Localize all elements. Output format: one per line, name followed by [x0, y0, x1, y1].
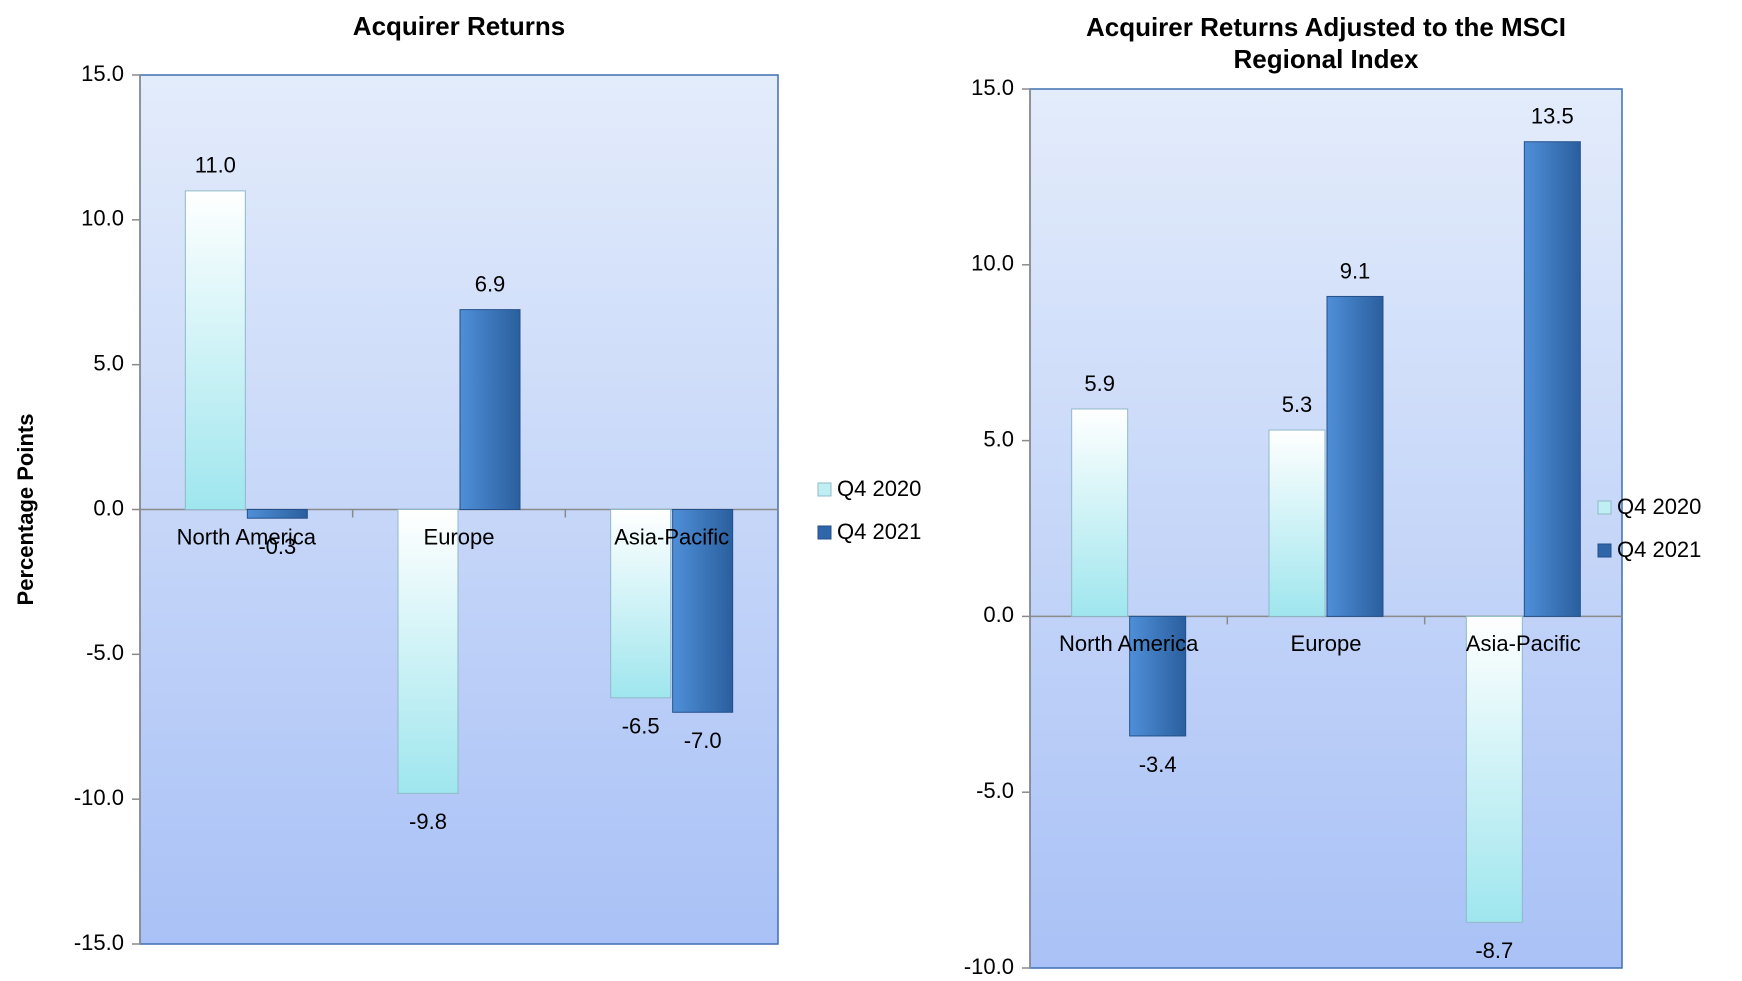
plot-area [1029, 88, 1623, 969]
chart-title: Acquirer Returns Adjusted to the MSCI [1086, 12, 1566, 42]
y-tick-label: -5.0 [976, 778, 1014, 803]
bar-q4-2020-north-america [1071, 408, 1129, 617]
legend-label: Q4 2020 [1617, 494, 1701, 519]
legend-label: Q4 2021 [837, 519, 921, 544]
bar-q4-2020-asia-pacific [1465, 615, 1523, 923]
bar-q4-2021-europe [1326, 295, 1384, 617]
y-tick-label: 5.0 [93, 350, 124, 375]
data-label: 11.0 [195, 153, 236, 178]
y-tick-label: 5.0 [983, 426, 1014, 451]
y-tick-label: 10.0 [81, 206, 124, 231]
bar-q4-2020-europe [397, 509, 459, 794]
legend-swatch [1597, 500, 1612, 515]
x-tick-label: North America [177, 524, 317, 549]
x-tick-label: Asia-Pacific [1466, 631, 1581, 656]
data-label: 5.9 [1084, 371, 1115, 396]
x-tick-label: Europe [424, 524, 495, 549]
data-label: -0.3 [258, 534, 296, 559]
y-tick-label: 15.0 [81, 61, 124, 86]
data-label: 6.9 [475, 271, 506, 296]
y-tick-label: 15.0 [971, 75, 1014, 100]
bar-q4-2021-asia-pacific [1523, 141, 1581, 617]
y-tick-label: -15.0 [74, 930, 124, 955]
y-tick-label: 0.0 [983, 602, 1014, 627]
bar-q4-2020-asia-pacific [610, 509, 672, 699]
data-label: -9.8 [409, 809, 447, 834]
y-tick-label: -10.0 [964, 954, 1014, 976]
legend-swatch [817, 482, 832, 497]
bar-q4-2020-north-america [184, 190, 246, 510]
legend-swatch [1597, 543, 1612, 558]
y-tick-label: -10.0 [74, 785, 124, 810]
data-label: 13.5 [1531, 104, 1574, 129]
data-label: -7.0 [684, 728, 722, 753]
data-label: -6.5 [622, 714, 660, 739]
x-tick-label: Asia-Pacific [614, 524, 729, 549]
chart-title: Acquirer Returns [353, 11, 565, 41]
bar-q4-2021-north-america [246, 509, 308, 519]
bar-q4-2021-north-america [1129, 615, 1187, 737]
data-label: 5.3 [1282, 392, 1313, 417]
y-axis-title: Percentage Points [13, 414, 38, 606]
y-tick-label: -5.0 [86, 640, 124, 665]
legend-label: Q4 2020 [837, 476, 921, 501]
data-label: 9.1 [1340, 258, 1371, 283]
y-tick-label: 0.0 [93, 495, 124, 520]
bar-q4-2020-europe [1268, 429, 1326, 617]
legend-swatch [817, 525, 832, 540]
data-label: -8.7 [1475, 938, 1513, 963]
x-tick-label: North America [1059, 631, 1199, 656]
legend-label: Q4 2021 [1617, 537, 1701, 562]
chart-title: Regional Index [1234, 44, 1419, 74]
bar-q4-2021-asia-pacific [672, 509, 734, 713]
data-label: -3.4 [1139, 752, 1177, 777]
y-tick-label: 10.0 [971, 251, 1014, 276]
x-tick-label: Europe [1291, 631, 1362, 656]
bar-q4-2021-europe [459, 309, 521, 510]
